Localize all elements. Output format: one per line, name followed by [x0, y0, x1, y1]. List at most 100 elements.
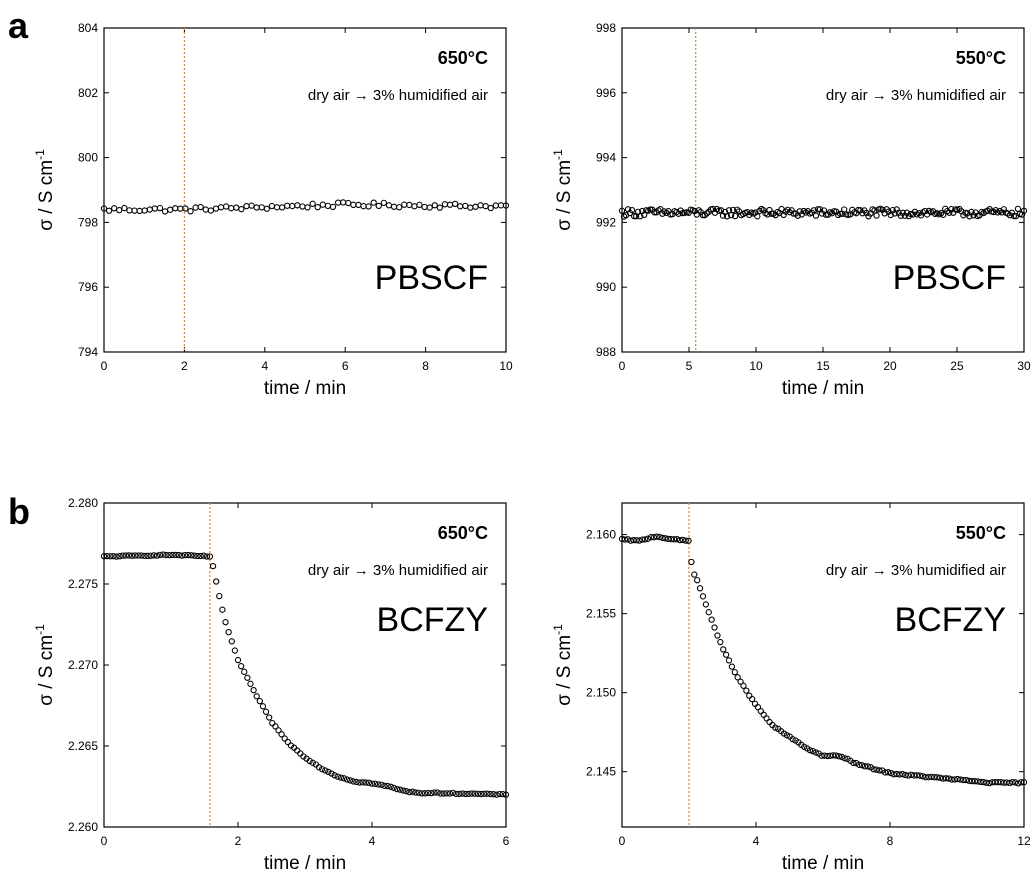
data-point	[965, 777, 973, 784]
data-point	[618, 535, 626, 543]
x-tick-label: 0	[619, 359, 626, 373]
data-point	[107, 553, 114, 560]
data-point	[418, 790, 426, 797]
data-point	[297, 750, 304, 757]
y-tick-label: 804	[78, 21, 98, 35]
data-point	[263, 205, 270, 212]
data-point	[477, 202, 484, 209]
data-point	[144, 552, 151, 559]
data-point	[1020, 779, 1028, 786]
data-point	[187, 208, 194, 215]
x-tick-label: 10	[499, 359, 513, 373]
data-point	[481, 790, 488, 797]
data-point	[994, 779, 1002, 786]
data-point	[740, 682, 747, 689]
data-point	[284, 202, 291, 209]
data-point	[980, 778, 987, 786]
data-point	[653, 533, 660, 540]
data-point	[207, 207, 215, 214]
data-point	[474, 790, 482, 797]
y-tick-label: 796	[78, 280, 98, 294]
condition-annotation: dry air → 3% humidified air	[826, 87, 1006, 104]
data-point	[365, 203, 372, 210]
x-tick-label: 5	[686, 359, 693, 373]
data-point	[502, 202, 510, 209]
data-point	[452, 790, 460, 798]
data-point	[939, 775, 947, 782]
data-point	[902, 771, 909, 779]
data-point	[942, 775, 950, 782]
y-axis-label: σ / S cm-1	[551, 149, 575, 231]
data-point	[128, 552, 136, 559]
data-point	[694, 577, 701, 584]
data-point	[421, 790, 429, 797]
y-tick-label: 2.160	[586, 528, 616, 542]
data-point	[722, 651, 730, 658]
data-point	[343, 776, 351, 783]
data-point	[340, 199, 347, 206]
data-point	[459, 790, 466, 797]
data-point	[451, 200, 459, 208]
data-point	[318, 765, 326, 773]
data-point	[731, 212, 739, 220]
data-point	[250, 686, 257, 694]
x-tick-label: 20	[883, 359, 897, 373]
data-point	[627, 537, 634, 544]
data-point	[871, 207, 878, 214]
data-point	[746, 692, 753, 699]
data-point	[673, 536, 681, 543]
data-point	[244, 674, 251, 681]
data-point	[228, 205, 235, 212]
data-point	[691, 571, 698, 578]
data-point	[471, 790, 478, 797]
data-point	[350, 778, 357, 785]
data-point	[818, 752, 825, 759]
data-point	[160, 551, 167, 558]
y-tick-label: 998	[596, 21, 616, 35]
data-point	[135, 552, 142, 559]
data-point	[387, 783, 394, 790]
data-point	[110, 553, 117, 560]
data-point	[315, 764, 323, 771]
data-point	[899, 771, 906, 778]
data-point	[238, 206, 245, 213]
y-tick-label: 2.270	[68, 658, 98, 672]
data-point	[636, 537, 643, 544]
data-point	[743, 687, 750, 694]
data-point	[431, 789, 438, 796]
data-point	[365, 779, 373, 786]
data-point	[409, 788, 416, 795]
y-axis-label: σ / S cm-1	[551, 624, 575, 706]
data-point	[925, 774, 932, 781]
x-tick-label: 8	[887, 834, 894, 848]
data-point	[702, 601, 710, 608]
data-point	[100, 205, 108, 212]
data-point	[258, 204, 265, 211]
temperature-annotation: 550°C	[956, 523, 1006, 543]
data-point	[370, 199, 377, 206]
data-point	[403, 787, 410, 795]
x-tick-label: 0	[619, 834, 626, 848]
data-point	[309, 200, 316, 207]
data-point	[105, 207, 113, 214]
data-point	[493, 791, 500, 798]
data-point	[928, 773, 935, 781]
data-point	[679, 536, 686, 544]
data-point	[202, 206, 209, 213]
data-point	[913, 772, 921, 779]
data-point	[172, 205, 179, 212]
data-point	[181, 551, 189, 559]
y-tick-label: 798	[78, 215, 98, 229]
data-point	[835, 753, 843, 760]
data-point	[688, 558, 695, 566]
data-point	[633, 537, 640, 544]
data-point	[725, 657, 733, 664]
data-point	[156, 204, 164, 212]
data-point	[253, 204, 260, 211]
data-point	[665, 535, 672, 543]
data-point	[153, 552, 161, 559]
data-point	[462, 790, 469, 798]
data-point	[212, 205, 220, 212]
data-point	[810, 207, 818, 214]
